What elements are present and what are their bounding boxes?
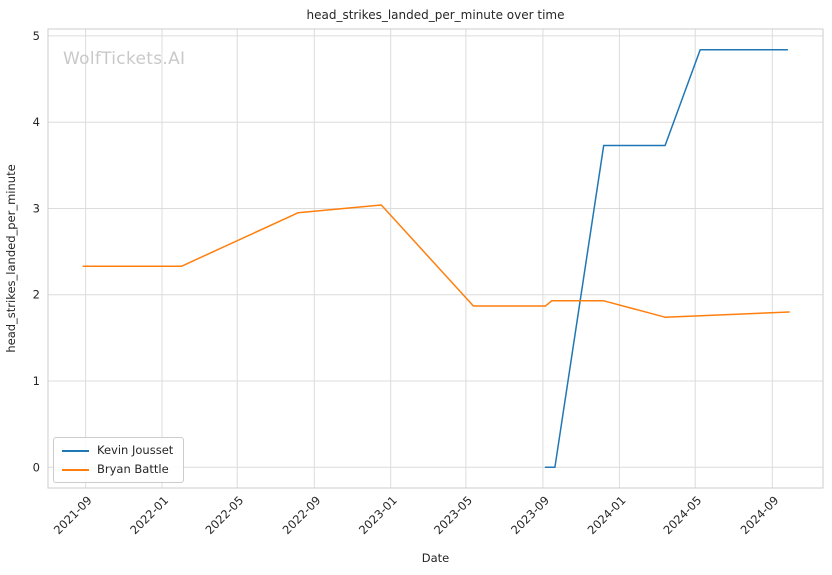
plot-border (47, 28, 824, 489)
legend-line-swatch-orange (62, 468, 89, 471)
y-axis-label: head_strikes_landed_per_minute (4, 164, 18, 352)
x-tick-label: 2023-09 (508, 493, 552, 537)
legend: Kevin Jousset Bryan Battle (53, 437, 185, 484)
x-tick-label: 2024-09 (738, 493, 782, 537)
y-tick-label: 2 (33, 288, 40, 302)
x-tick-labels: 2021-09 2022-01 2022-05 2022-09 2023-01 2023-… (51, 493, 782, 537)
x-tick-label: 2022-01 (127, 493, 171, 537)
x-tick-label: 2023-05 (431, 493, 475, 537)
legend-item-bryan-battle: Bryan Battle (62, 462, 173, 477)
series-line-bryan-battle (82, 204, 790, 318)
chart-title: head_strikes_landed_per_minute over time (306, 8, 564, 22)
y-tick-label: 4 (33, 115, 40, 129)
y-tick-label: 5 (33, 29, 40, 43)
x-tick-label: 2024-05 (660, 493, 704, 537)
legend-item-kevin-jousset: Kevin Jousset (62, 443, 174, 457)
x-tick-label: 2021-09 (51, 493, 95, 537)
x-tick-label: 2023-01 (356, 493, 400, 537)
legend-line-swatch-blue (62, 449, 89, 452)
y-tick-label: 3 (33, 202, 40, 216)
x-axis-label: Date (422, 551, 450, 565)
series-layer (82, 48, 790, 469)
series-line-kevin-jousset (544, 48, 789, 469)
x-tick-label: 2022-05 (202, 493, 246, 537)
legend-label: Kevin Jousset (97, 443, 174, 457)
y-tick-label: 0 (33, 460, 40, 474)
legend-label: Bryan Battle (97, 462, 169, 477)
x-tick-label: 2024-01 (585, 493, 629, 537)
x-tick-label: 2022-09 (280, 493, 324, 537)
y-tick-label: 1 (33, 374, 40, 388)
grid-layer (48, 29, 823, 488)
watermark: WolfTickets.AI (63, 49, 186, 69)
y-tick-labels: 0 1 2 3 4 5 (33, 29, 40, 474)
